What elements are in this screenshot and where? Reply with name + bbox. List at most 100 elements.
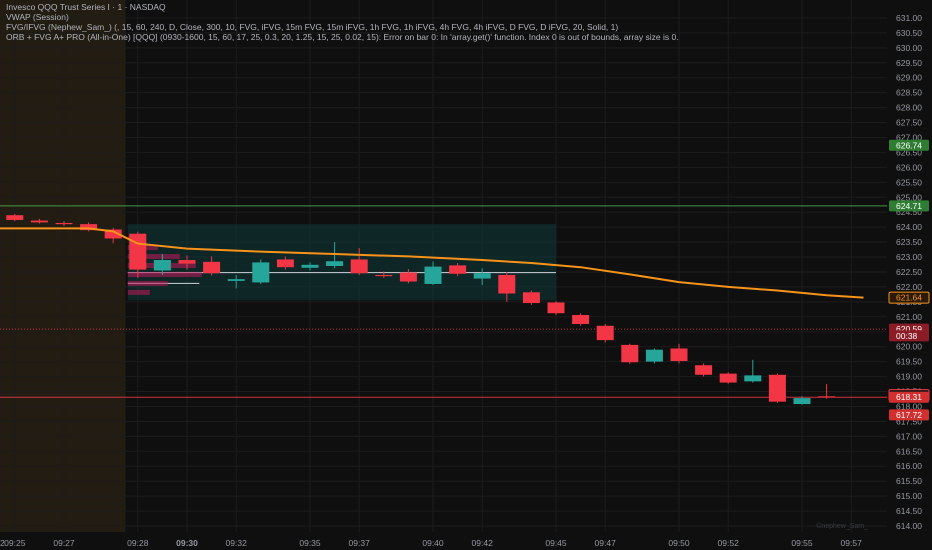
price-tick-label: 628.50 xyxy=(896,88,922,98)
candle-body xyxy=(449,265,467,274)
price-tag-box xyxy=(889,409,929,421)
time-tick-label: 09:27 xyxy=(53,538,75,548)
price-tag-label: 624.71 xyxy=(896,201,922,211)
time-tick-label: 09:35 xyxy=(299,538,321,548)
candle-body xyxy=(424,266,442,284)
time-tick-label: 09:25 xyxy=(4,538,26,548)
price-tick-label: 629.50 xyxy=(896,58,922,68)
price-tick-label: 621.00 xyxy=(896,312,922,322)
price-tick-label: 619.50 xyxy=(896,357,922,367)
candle-body xyxy=(793,398,811,405)
time-tick-label: 09:47 xyxy=(595,538,617,548)
price-tick-label: 627.50 xyxy=(896,118,922,128)
premarket-shade xyxy=(0,0,126,532)
indicator-fvg-label[interactable]: FVG/IFVG (Nephew_Sam_) (, 15, 60, 240, D… xyxy=(6,22,619,32)
time-tick-label: 09:57 xyxy=(841,538,863,548)
price-tick-label: 615.50 xyxy=(896,476,922,486)
candle-body xyxy=(227,279,245,281)
candle-body xyxy=(301,264,319,268)
time-tick-label: 09:28 xyxy=(127,538,149,548)
candle-body xyxy=(399,272,417,282)
candle-body xyxy=(55,222,73,225)
price-tick-label: 620.00 xyxy=(896,342,922,352)
candles xyxy=(6,213,836,405)
price-tick-label: 616.50 xyxy=(896,446,922,456)
price-tag-label: 618.31 xyxy=(896,392,922,402)
price-axis-background xyxy=(887,0,932,550)
candle-body xyxy=(252,262,270,283)
price-tick-label: 622.50 xyxy=(896,267,922,277)
time-tick-label: 2 xyxy=(0,538,5,548)
price-tag-box xyxy=(888,291,930,304)
price-tick-label: 617.00 xyxy=(896,431,922,441)
candle-body xyxy=(498,274,516,294)
vwap-polyline xyxy=(0,227,864,299)
chart-legend: Invesco QQQ Trust Series I · 1 · NASDAQ … xyxy=(6,2,679,42)
candle-body xyxy=(326,261,344,266)
price-tag-label: 617.72 xyxy=(896,410,922,420)
volume-profile-bar xyxy=(127,254,180,260)
candle-body xyxy=(596,325,614,341)
price-tick-label: 622.00 xyxy=(896,282,922,292)
price-tick-label: 616.00 xyxy=(896,461,922,471)
price-tag-box xyxy=(889,391,929,403)
candle-body xyxy=(547,302,565,314)
symbol-title[interactable]: Invesco QQQ Trust Series I · 1 · NASDAQ xyxy=(6,2,166,12)
price-tag-label: 626.74 xyxy=(896,140,922,150)
price-tick-label: 617.50 xyxy=(896,416,922,426)
time-tick-label: 09:55 xyxy=(791,538,813,548)
candle-body xyxy=(6,215,24,220)
price-axis[interactable]: 614.00 614.50 615.00 615.50 616.00 616.50 617.… xyxy=(887,0,932,550)
price-tick-label: 614.50 xyxy=(896,506,922,516)
time-tick-label: 09:37 xyxy=(349,538,371,548)
candle-body xyxy=(375,274,393,277)
price-tick-label: 614.00 xyxy=(896,521,922,531)
candle-body xyxy=(522,292,540,304)
candle-body xyxy=(744,375,762,382)
candle-body xyxy=(129,233,147,270)
price-tag-label: 621.64 xyxy=(896,293,922,303)
candle-body xyxy=(350,259,368,274)
price-tick-label: 625.50 xyxy=(896,177,922,187)
time-axis[interactable]: 2 09:25 09:27 09:28 09:30 09:32 09:35 09:37 09:4… xyxy=(0,532,932,550)
time-tick-label: 09:32 xyxy=(226,538,248,548)
watermark: ©nephew_Sam_ xyxy=(816,523,868,530)
indicator-orb-label[interactable]: ORB + FVG A+ PRO (All-in-One) [QQQ] (093… xyxy=(6,32,679,42)
price-tick-label: 631.00 xyxy=(896,13,922,23)
price-tag-box xyxy=(889,200,929,212)
level-lines xyxy=(0,205,887,398)
candle-body xyxy=(80,224,98,231)
candle-body xyxy=(621,344,639,363)
price-tick-label: 625.00 xyxy=(896,192,922,202)
volume-profile-bar xyxy=(127,289,150,295)
price-tick-label: 619.00 xyxy=(896,372,922,382)
candle-body xyxy=(153,260,171,271)
candle-body xyxy=(276,259,294,268)
time-tick-label: 09:30 xyxy=(176,538,198,548)
indicator-vwap-label[interactable]: VWAP (Session) xyxy=(6,12,69,22)
candle-body xyxy=(645,349,663,362)
candle-body xyxy=(473,273,491,279)
price-tick-label: 629.00 xyxy=(896,73,922,83)
time-tick-label: 09:45 xyxy=(545,538,567,548)
time-axis-background xyxy=(0,532,932,550)
price-tick-label: 615.00 xyxy=(896,491,922,501)
vwap-line xyxy=(0,227,864,299)
price-tick-label: 624.00 xyxy=(896,222,922,232)
price-tick-label: 626.00 xyxy=(896,162,922,172)
price-tick-label: 627.00 xyxy=(896,132,922,142)
time-tick-label: 09:40 xyxy=(422,538,444,548)
candle-body xyxy=(670,348,688,362)
price-tag-label: 620.59 xyxy=(896,324,922,334)
time-tick-label: 09:50 xyxy=(668,538,690,548)
candle-body xyxy=(695,365,713,375)
price-tick-label: 624.50 xyxy=(896,207,922,217)
candle-body xyxy=(768,374,786,402)
price-tick-label: 628.00 xyxy=(896,103,922,113)
price-tags: 626.74624.71621.64620.5900:38618.38618.3… xyxy=(888,139,930,421)
price-tick-label: 623.50 xyxy=(896,237,922,247)
price-tick-label: 630.50 xyxy=(896,28,922,38)
candle-body xyxy=(719,373,737,383)
time-tick-label: 09:42 xyxy=(472,538,494,548)
